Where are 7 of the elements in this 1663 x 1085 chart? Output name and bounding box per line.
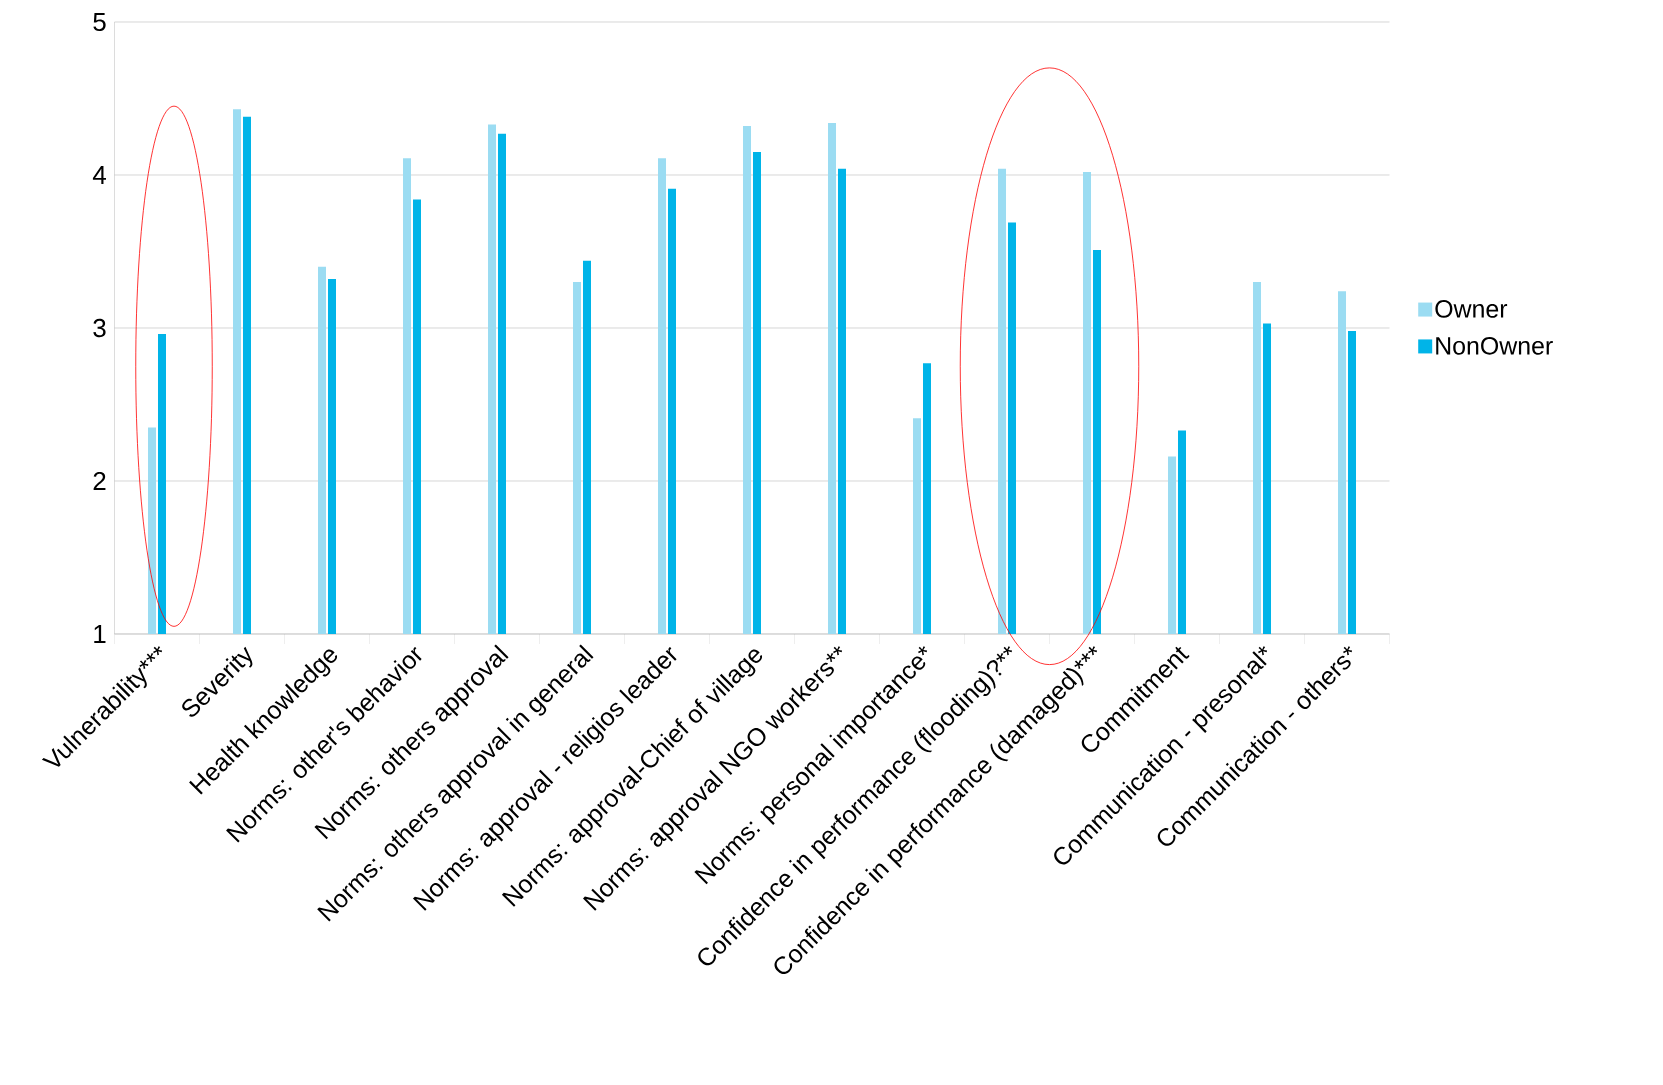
y-tick-label: 4 [92,166,106,184]
legend-label: Owner [1435,300,1508,318]
y-tick-label: 3 [93,318,106,338]
legend-label: NonOwner [1436,336,1553,355]
y-tick-label: 2 [93,471,106,491]
y-tick-label: 1 [94,625,106,643]
y-tick-label: 5 [93,12,106,32]
